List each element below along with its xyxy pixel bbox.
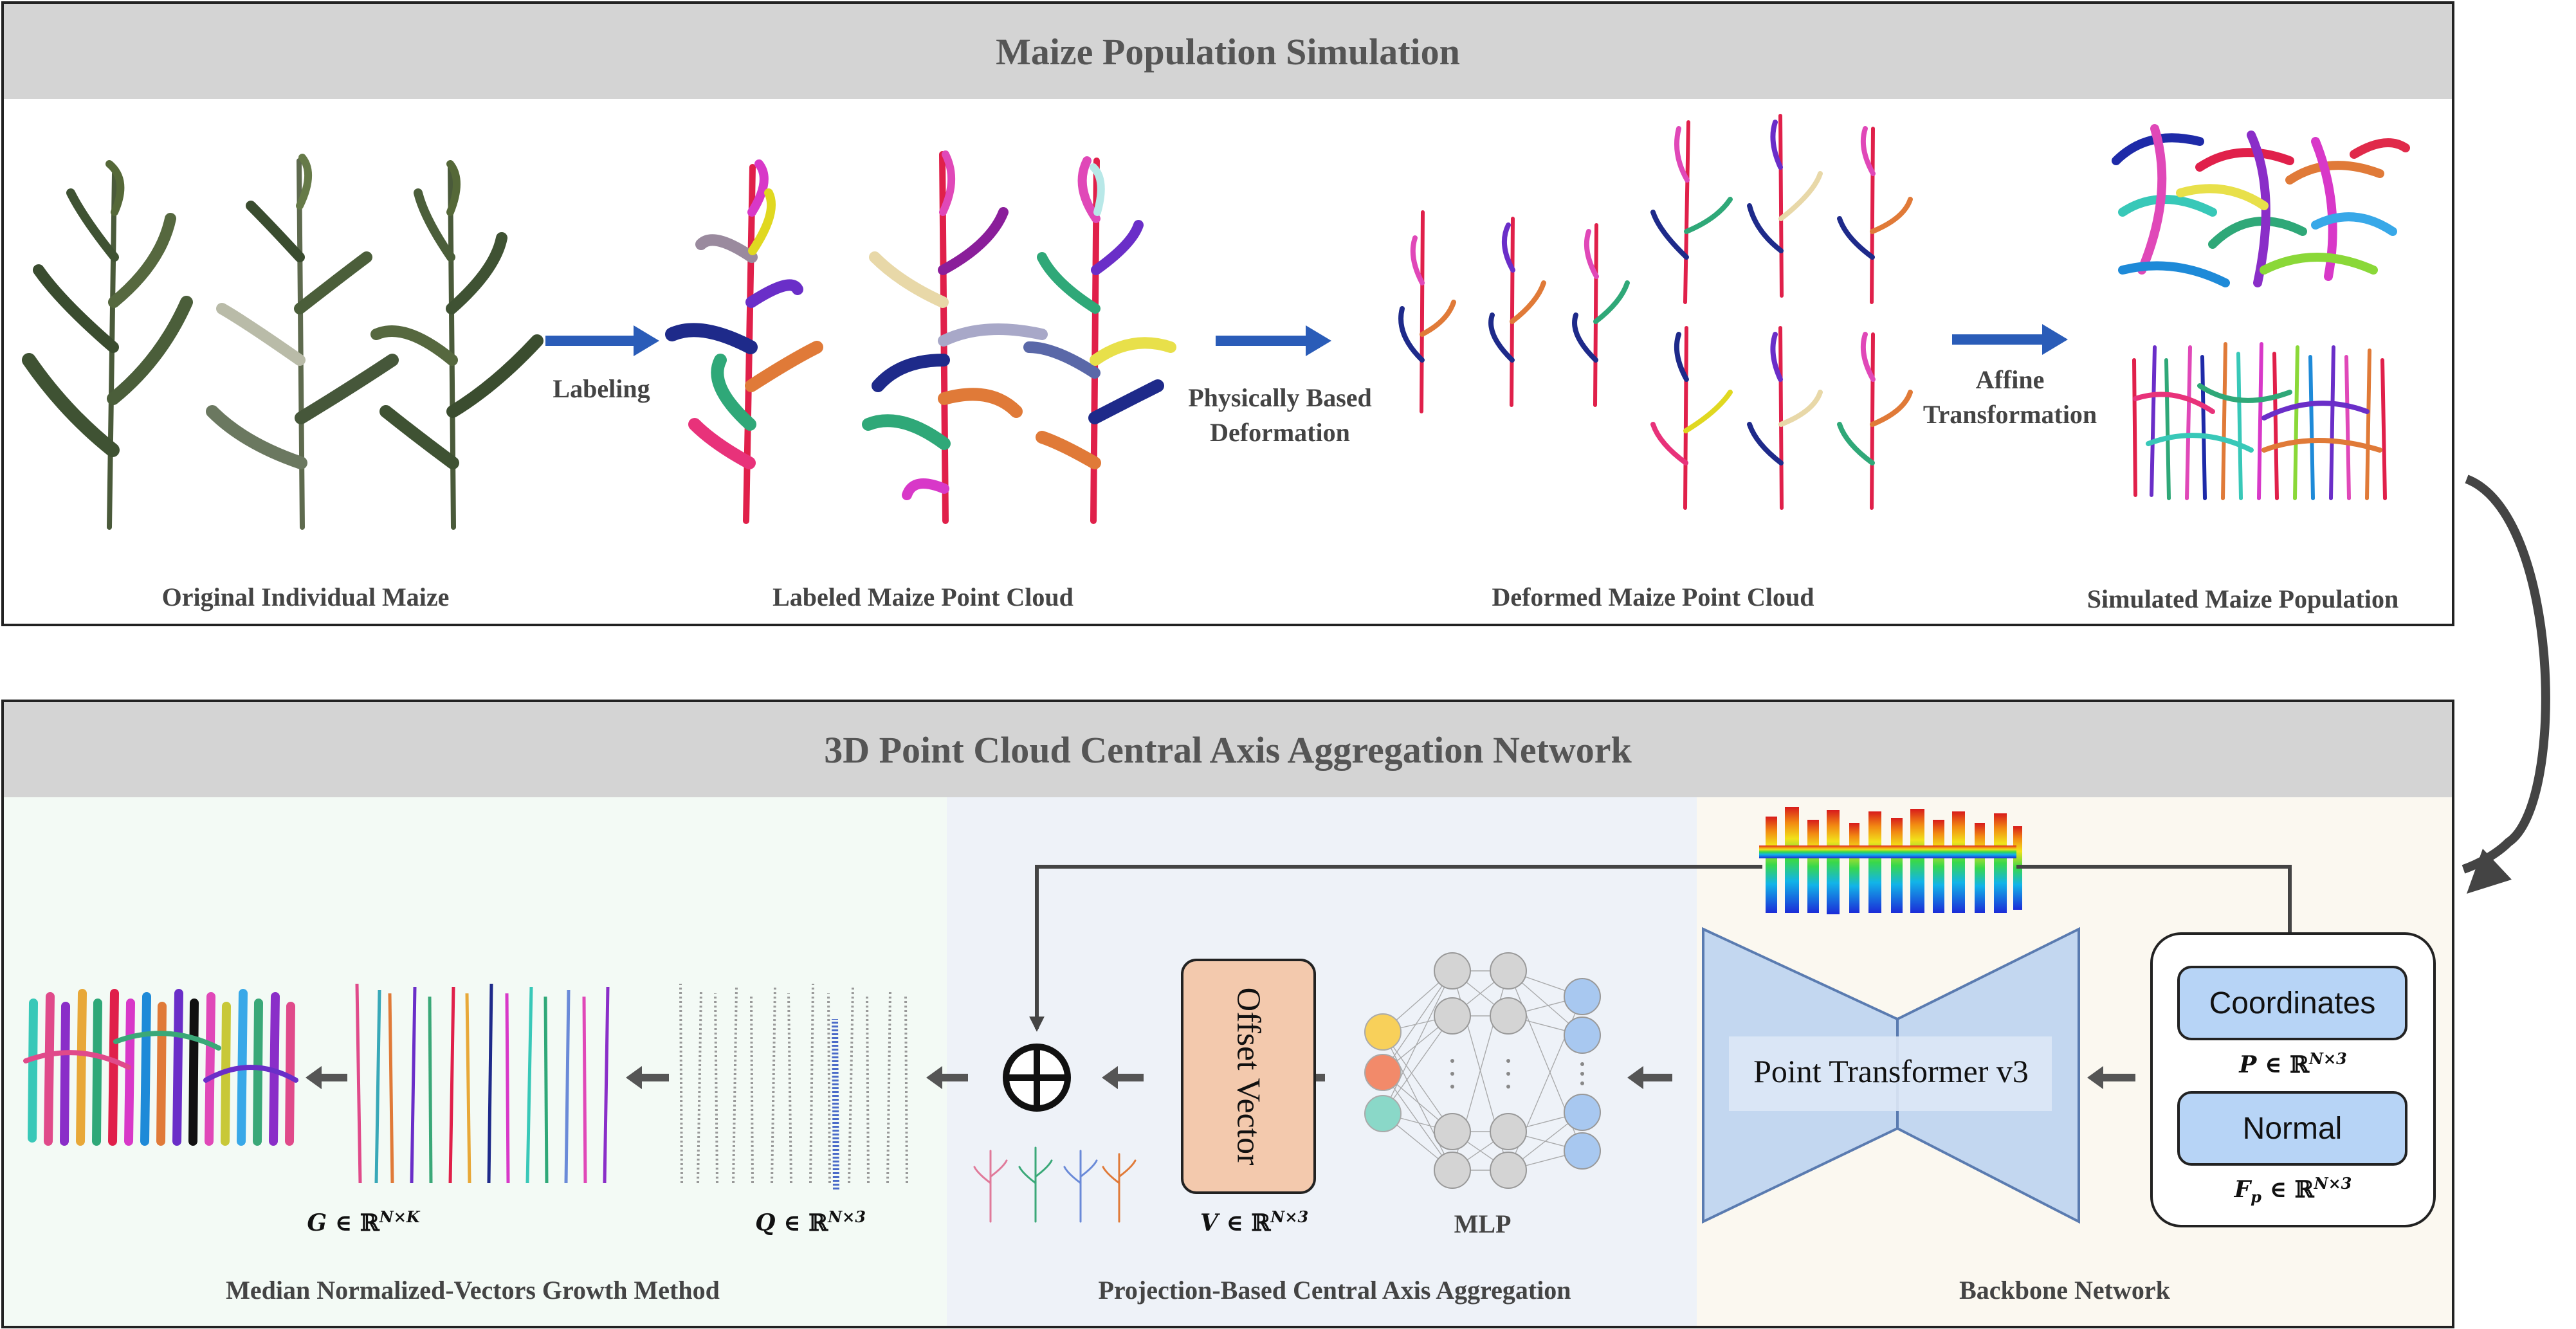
label-affine-line-1: Affine <box>1975 365 2045 394</box>
projection-section-bg <box>947 797 1697 1326</box>
V-real: ℝ <box>1251 1209 1271 1236</box>
Q-symbol: Q <box>755 1209 776 1236</box>
P-symbol: P <box>2239 1051 2257 1078</box>
bottom-flow-arrows <box>306 1066 2135 1089</box>
panel-connector-arrow <box>2462 475 2550 874</box>
plant-original-2 <box>206 154 399 530</box>
arrow-deformation <box>1216 325 1331 356</box>
plant-labeled-2 <box>862 150 1048 524</box>
plant-labeled-1 <box>665 159 823 524</box>
caption-median-growth: Median Normalized-Vectors Growth Method <box>226 1276 720 1305</box>
deformed-maize-plants <box>1398 114 1913 510</box>
F-math-label: Fp ∈ ℝN×3 <box>2234 1174 2352 1206</box>
Q-in: ∈ <box>783 1209 801 1236</box>
label-affine: Affine Transformation <box>1923 363 2097 432</box>
coordinates-label: Coordinates <box>2209 986 2376 1020</box>
caption-projection-aggregation: Projection-Based Central Axis Aggregatio… <box>1098 1276 1571 1305</box>
segmented-plants-G <box>23 989 298 1146</box>
P-math-label: P ∈ ℝN×3 <box>2239 1049 2347 1078</box>
Q-real: ℝ <box>808 1209 828 1236</box>
panel-connector-arrowhead <box>2467 849 2512 894</box>
G-dims: N×K <box>379 1207 420 1226</box>
offset-vector-label: Offset Vector <box>1230 987 1267 1166</box>
V-math-label: V ∈ ℝN×3 <box>1200 1207 1308 1236</box>
F-dims: N×3 <box>2314 1174 2352 1193</box>
label-affine-line-2: Transformation <box>1923 400 2097 429</box>
skip-connection-line <box>2016 865 2292 958</box>
G-math-label: G ∈ ℝN×K <box>307 1207 419 1236</box>
central-axis-points-Q <box>679 983 908 1184</box>
caption-labeled-maize: Labeled Maize Point Cloud <box>772 583 1073 611</box>
arrow-Q-to-intermediate <box>626 1066 669 1089</box>
panel-title: 3D Point Cloud Central Axis Aggregation … <box>4 702 2452 797</box>
plant-original-3 <box>370 160 544 530</box>
point-transformer-shape <box>1702 927 2080 1224</box>
original-maize-plants <box>22 154 544 530</box>
panel-title: Maize Population Simulation <box>4 4 2452 99</box>
arrow-input-to-backbone <box>2087 1066 2135 1089</box>
offset-plants-icon <box>973 1146 1137 1223</box>
caption-simulated-population: Simulated Maize Population <box>2087 584 2399 613</box>
label-labeling: Labeling <box>553 374 650 403</box>
deformed-row-3 <box>1650 326 1913 510</box>
caption-backbone: Backbone Network <box>1959 1276 2170 1305</box>
aggregation-plus-icon <box>1003 1044 1071 1112</box>
caption-deformed-maize: Deformed Maize Point Cloud <box>1492 583 1814 611</box>
growth-axes-intermediate <box>355 983 610 1184</box>
offset-vector-box <box>1181 959 1316 1194</box>
arrow-offset-to-plus <box>1102 1066 1144 1089</box>
G-in: ∈ <box>334 1209 352 1236</box>
G-real: ℝ <box>360 1209 379 1236</box>
panel-title-text: 3D Point Cloud Central Axis Aggregation … <box>824 728 1632 771</box>
V-dims: N×3 <box>1270 1207 1309 1226</box>
G-symbol: G <box>307 1209 327 1236</box>
deformed-row-2 <box>1650 114 1913 304</box>
rainbow-point-cloud <box>1759 807 2022 914</box>
coordinates-box: Coordinates <box>2177 966 2407 1040</box>
mlp-network-icon <box>1364 952 1601 1189</box>
panel-title-text: Maize Population Simulation <box>996 30 1460 73</box>
simulated-population-top-view <box>2112 124 2410 287</box>
label-deformation: Physically Based Deformation <box>1188 381 1372 450</box>
F-real: ℝ <box>2294 1176 2314 1203</box>
labeled-maize-plants <box>665 150 1176 524</box>
caption-original-maize: Original Individual Maize <box>161 583 450 611</box>
F-in: ∈ <box>2269 1176 2287 1203</box>
top-flow-arrows <box>545 324 2068 356</box>
V-symbol: V <box>1200 1209 1218 1236</box>
arrow-backbone-to-mlp <box>1627 1066 1672 1089</box>
arrow-plus-to-Q <box>926 1066 968 1089</box>
simulated-population-side-view <box>2132 342 2387 500</box>
maize-population-simulation-panel: Maize Population Simulation <box>1 1 2454 626</box>
normal-box: Normal <box>2177 1091 2407 1166</box>
F-symbol: F <box>2234 1176 2251 1203</box>
label-deformation-line-2: Deformation <box>1210 418 1350 447</box>
mlp-label: MLP <box>1454 1209 1512 1238</box>
P-in: ∈ <box>2264 1051 2282 1078</box>
Q-dims: N×3 <box>828 1207 866 1226</box>
P-real: ℝ <box>2290 1051 2309 1078</box>
F-subscript: p <box>2251 1188 2261 1207</box>
point-transformer-label: Point Transformer v3 <box>1753 1053 2029 1089</box>
skip-connection-line-2 <box>1029 865 1762 1032</box>
V-in: ∈ <box>1226 1209 1243 1236</box>
label-deformation-line-1: Physically Based <box>1188 383 1372 412</box>
arrow-affine <box>1952 324 2068 355</box>
normal-label: Normal <box>2242 1111 2343 1146</box>
plant-labeled-3 <box>1023 156 1176 524</box>
P-dims: N×3 <box>2309 1049 2347 1068</box>
arrow-intermediate-to-G <box>306 1066 347 1089</box>
plant-original-1 <box>22 160 193 530</box>
Q-math-label: Q ∈ ℝN×3 <box>755 1207 866 1236</box>
deformed-row-1 <box>1398 210 1630 413</box>
arrow-labeling <box>545 325 659 356</box>
